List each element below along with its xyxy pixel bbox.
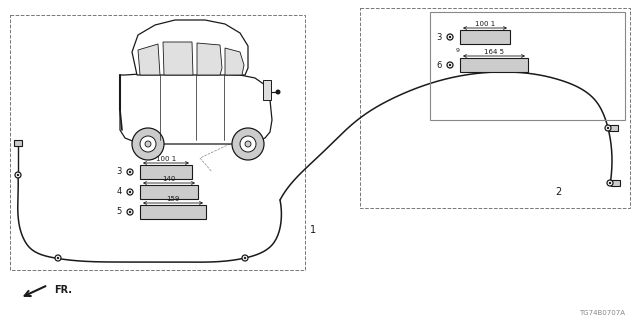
- Text: 4: 4: [116, 188, 122, 196]
- Circle shape: [607, 127, 609, 129]
- Circle shape: [605, 125, 611, 131]
- Text: 140: 140: [163, 176, 176, 182]
- Bar: [460, 30, 510, 44]
- Polygon shape: [138, 44, 160, 75]
- Bar: [14, 140, 22, 146]
- Text: 1: 1: [310, 225, 316, 235]
- Circle shape: [132, 128, 164, 160]
- Text: FR.: FR.: [54, 285, 72, 295]
- Bar: [460, 58, 528, 72]
- Bar: [609, 125, 618, 131]
- Circle shape: [607, 180, 613, 186]
- Bar: [140, 185, 198, 199]
- Circle shape: [127, 169, 133, 175]
- Polygon shape: [163, 42, 193, 75]
- Circle shape: [55, 255, 61, 261]
- Circle shape: [244, 257, 246, 259]
- Text: 3: 3: [116, 167, 122, 177]
- Polygon shape: [120, 73, 272, 144]
- Bar: [263, 80, 271, 100]
- Text: 9: 9: [456, 47, 460, 52]
- Circle shape: [127, 209, 133, 215]
- Bar: [360, 8, 630, 208]
- Circle shape: [232, 128, 264, 160]
- Text: 3: 3: [436, 33, 442, 42]
- Bar: [140, 165, 192, 179]
- Circle shape: [609, 182, 611, 184]
- Circle shape: [17, 174, 19, 176]
- Circle shape: [275, 90, 280, 94]
- Circle shape: [15, 172, 21, 178]
- Text: TG74B0707A: TG74B0707A: [579, 310, 625, 316]
- Circle shape: [240, 136, 256, 152]
- Text: 6: 6: [436, 60, 442, 69]
- Circle shape: [449, 36, 451, 38]
- Bar: [611, 180, 620, 186]
- Circle shape: [57, 257, 60, 259]
- Text: 100 1: 100 1: [475, 21, 495, 27]
- Polygon shape: [197, 43, 222, 75]
- Text: 100 1: 100 1: [156, 156, 176, 162]
- Circle shape: [449, 64, 451, 66]
- Circle shape: [447, 62, 453, 68]
- Bar: [140, 205, 206, 219]
- Circle shape: [127, 189, 133, 195]
- Circle shape: [447, 34, 453, 40]
- Circle shape: [145, 141, 151, 147]
- Circle shape: [129, 211, 131, 213]
- Circle shape: [245, 141, 251, 147]
- Circle shape: [129, 171, 131, 173]
- Circle shape: [129, 191, 131, 193]
- Polygon shape: [225, 48, 244, 75]
- Bar: [430, 12, 625, 120]
- Text: 164 5: 164 5: [484, 49, 504, 55]
- Text: 5: 5: [116, 207, 122, 217]
- Text: 2: 2: [555, 187, 561, 197]
- Bar: [10, 15, 305, 270]
- Text: 159: 159: [166, 196, 180, 202]
- Circle shape: [242, 255, 248, 261]
- Circle shape: [140, 136, 156, 152]
- Polygon shape: [132, 20, 248, 75]
